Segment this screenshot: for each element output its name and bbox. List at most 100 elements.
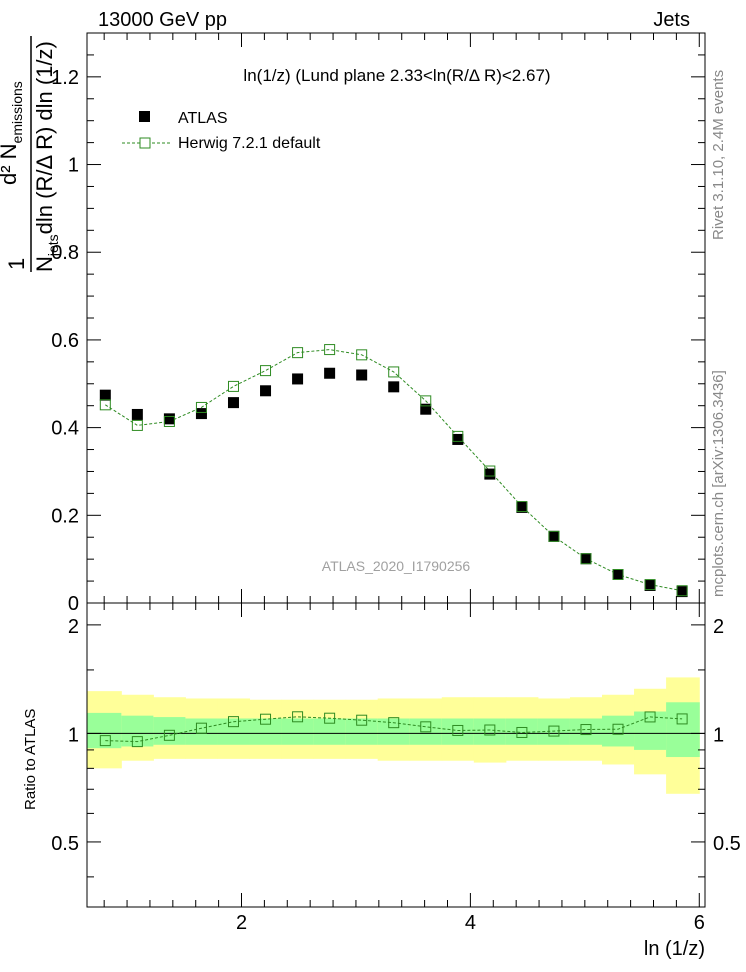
legend-herwig-label: Herwig 7.2.1 default xyxy=(178,135,321,152)
ratio-herwig-point xyxy=(676,713,688,725)
atlas-point xyxy=(356,369,368,381)
main-ytick-label: 1 xyxy=(68,155,79,177)
herwig-point xyxy=(580,553,592,565)
ratio-herwig-point xyxy=(644,711,656,723)
atlas-point xyxy=(131,408,143,420)
ratio-herwig-point xyxy=(612,723,624,735)
herwig-point xyxy=(324,344,336,356)
ratio-y-axis-ticks: 0.5 0.5 1 1 2 2 xyxy=(51,616,741,878)
ratio-herwig-point xyxy=(324,712,336,724)
atlas-point xyxy=(388,381,400,393)
ratio-ylabel: Ratio to ATLAS xyxy=(22,709,39,810)
ratio-band-inner xyxy=(441,718,475,745)
ratio-ytick-label-right: 0.5 xyxy=(713,833,741,855)
ratio-herwig-point xyxy=(356,714,368,726)
atlas-point xyxy=(227,397,239,409)
ratio-herwig-point xyxy=(580,724,592,736)
header-energy: 13000 GeV pp xyxy=(98,9,227,31)
atlas-point xyxy=(548,530,560,542)
x-axis-ticks: 2 4 6 xyxy=(103,33,705,934)
ratio-band-inner xyxy=(473,718,507,745)
x-axis-label: ln (1/z) xyxy=(644,938,705,960)
ratio-band-inner xyxy=(569,718,603,745)
ratio-herwig-point xyxy=(420,721,432,733)
ratio-ytick-label: 1 xyxy=(68,724,79,746)
ratio-band-inner xyxy=(281,718,315,745)
herwig-point xyxy=(292,347,304,359)
atlas-point xyxy=(516,501,528,513)
main-y-axis-ticks: 0 0.2 0.4 0.6 0.8 1 1.2 xyxy=(51,54,705,615)
ratio-panel-frame xyxy=(86,602,706,908)
legend-herwig-marker xyxy=(139,137,151,149)
xtick-label: 2 xyxy=(236,912,247,934)
atlas-point xyxy=(676,586,688,598)
atlas-point xyxy=(195,408,207,420)
ratio-herwig-point xyxy=(195,722,207,734)
herwig-point xyxy=(195,401,207,413)
atlas-point xyxy=(99,389,111,401)
ratio-ytick-label-right: 2 xyxy=(713,616,724,638)
herwig-point xyxy=(260,365,272,377)
ratio-herwig-point xyxy=(452,724,464,736)
ylabel-denominator-main: N xyxy=(32,256,57,272)
ylabel-denominator-rest: dln (R/Δ R) dln (1/z) xyxy=(32,41,57,234)
atlas-point xyxy=(580,553,592,565)
herwig-point xyxy=(388,366,400,378)
ratio-ytick-label: 2 xyxy=(68,616,79,638)
main-title: ln(1/z) (Lund plane 2.33<ln(R/Δ R)<2.67) xyxy=(243,66,550,85)
main-ytick-label: 0.6 xyxy=(51,330,79,352)
herwig-point xyxy=(99,399,111,411)
ylabel-denominator: Njetsdln (R/Δ R) dln (1/z) xyxy=(32,41,61,272)
herwig-point xyxy=(676,585,688,597)
herwig-point xyxy=(644,579,656,591)
herwig-point xyxy=(163,415,175,427)
ratio-band-inner xyxy=(313,718,347,745)
xtick-label: 6 xyxy=(694,912,705,934)
ratio-band-inner xyxy=(345,718,379,745)
atlas-point xyxy=(260,385,272,397)
main-ytick-label: 1.2 xyxy=(51,67,79,89)
legend: ATLAS Herwig 7.2.1 default xyxy=(122,110,321,152)
herwig-point xyxy=(484,465,496,477)
herwig-point xyxy=(516,501,528,513)
ylabel-numerator-main: d² N xyxy=(0,143,21,185)
legend-atlas-label: ATLAS xyxy=(178,110,228,127)
ylabel-one: 1 xyxy=(4,258,29,270)
main-ytick-label: 0.4 xyxy=(51,418,79,440)
ratio-herwig-point xyxy=(163,729,175,741)
mcplots-reference-label: mcplots.cern.ch [arXiv:1306.3436] xyxy=(710,370,727,597)
herwig-point xyxy=(227,380,239,392)
watermark: ATLAS_2020_I1790256 xyxy=(322,558,471,574)
ratio-band-inner xyxy=(185,718,218,745)
ratio-herwig-line xyxy=(105,716,683,743)
main-ytick-label: 0.2 xyxy=(51,505,79,527)
herwig-point xyxy=(548,530,560,542)
atlas-point xyxy=(644,579,656,591)
herwig-point xyxy=(356,349,368,361)
ratio-panel xyxy=(87,677,705,794)
ratio-herwig-point xyxy=(260,713,272,725)
herwig-point xyxy=(452,430,464,442)
legend-atlas-marker xyxy=(139,111,150,122)
ratio-herwig-point xyxy=(292,711,304,723)
atlas-point xyxy=(612,569,624,580)
ratio-herwig-point xyxy=(484,724,496,736)
atlas-point xyxy=(324,367,336,379)
header-category: Jets xyxy=(653,9,690,31)
ylabel-denominator-sub: jets xyxy=(45,234,61,257)
ratio-herwig-point xyxy=(99,735,111,747)
ylabel-numerator-sub: emissions xyxy=(9,81,25,143)
ratio-data-layer xyxy=(99,711,688,748)
rivet-version-label: Rivet 3.1.10, 2.4M events xyxy=(710,70,727,240)
atlas-point xyxy=(484,468,496,480)
ratio-ytick-label-right: 1 xyxy=(713,724,724,746)
main-ylabel: 1 d² Nemissions Njetsdln (R/Δ R) dln (1/… xyxy=(0,36,61,272)
ratio-band-inner xyxy=(217,718,251,745)
xtick-label: 4 xyxy=(465,912,476,934)
ratio-herwig-point xyxy=(131,736,143,748)
ratio-ytick-label: 0.5 xyxy=(51,833,79,855)
atlas-point xyxy=(452,433,464,445)
ratio-herwig-point xyxy=(388,717,400,729)
herwig-point xyxy=(420,395,432,407)
